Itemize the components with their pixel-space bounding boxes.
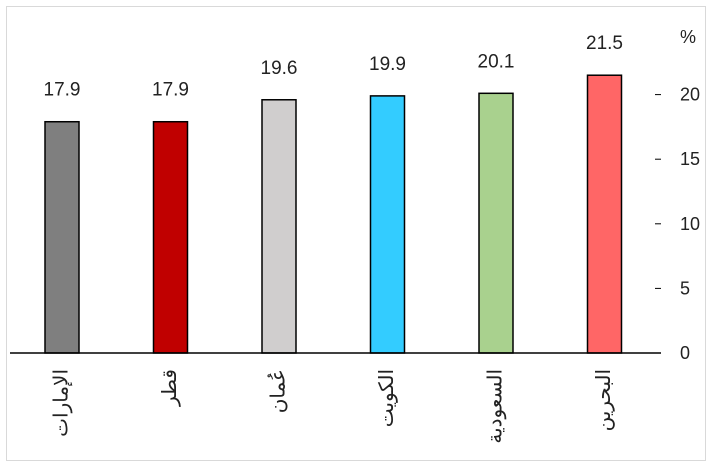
y-axis-ticks-group: 0 5 10 15 20 <box>655 85 700 363</box>
value-label-2: 17.9 <box>152 80 189 101</box>
y-tick-label-15: 15 <box>680 149 700 169</box>
category-label-4: الكويت <box>374 369 398 427</box>
category-label-5: السعودية <box>483 369 507 444</box>
value-label-3: 19.6 <box>261 58 298 79</box>
category-label-6: البحرين <box>591 369 615 431</box>
category-label-3: عُمان <box>266 369 290 413</box>
category-labels-group: الإمارات قطر عُمان الكويت السعودية البحرين <box>49 369 616 444</box>
category-label-1: الإمارات <box>49 369 73 437</box>
value-label-1: 17.9 <box>44 80 81 101</box>
value-label-6: 21.5 <box>586 33 623 54</box>
bar-3 <box>261 99 297 354</box>
y-axis-unit-label: % <box>680 27 696 47</box>
bar-1 <box>44 120 80 354</box>
y-tick-label-5: 5 <box>680 278 690 298</box>
bar-5 <box>478 92 514 354</box>
value-labels-group: 17.9 17.9 19.6 19.9 20.1 21.5 <box>44 33 623 101</box>
bar-4 <box>369 95 406 354</box>
bar-2 <box>152 120 189 354</box>
y-tick-label-10: 10 <box>680 214 700 234</box>
category-label-2: قطر <box>157 369 181 407</box>
bars-group <box>44 74 623 354</box>
bar-6 <box>586 74 623 354</box>
y-tick-label-0: 0 <box>680 343 690 363</box>
value-label-5: 20.1 <box>478 51 515 72</box>
y-tick-label-20: 20 <box>680 85 700 105</box>
value-label-4: 19.9 <box>369 54 406 75</box>
